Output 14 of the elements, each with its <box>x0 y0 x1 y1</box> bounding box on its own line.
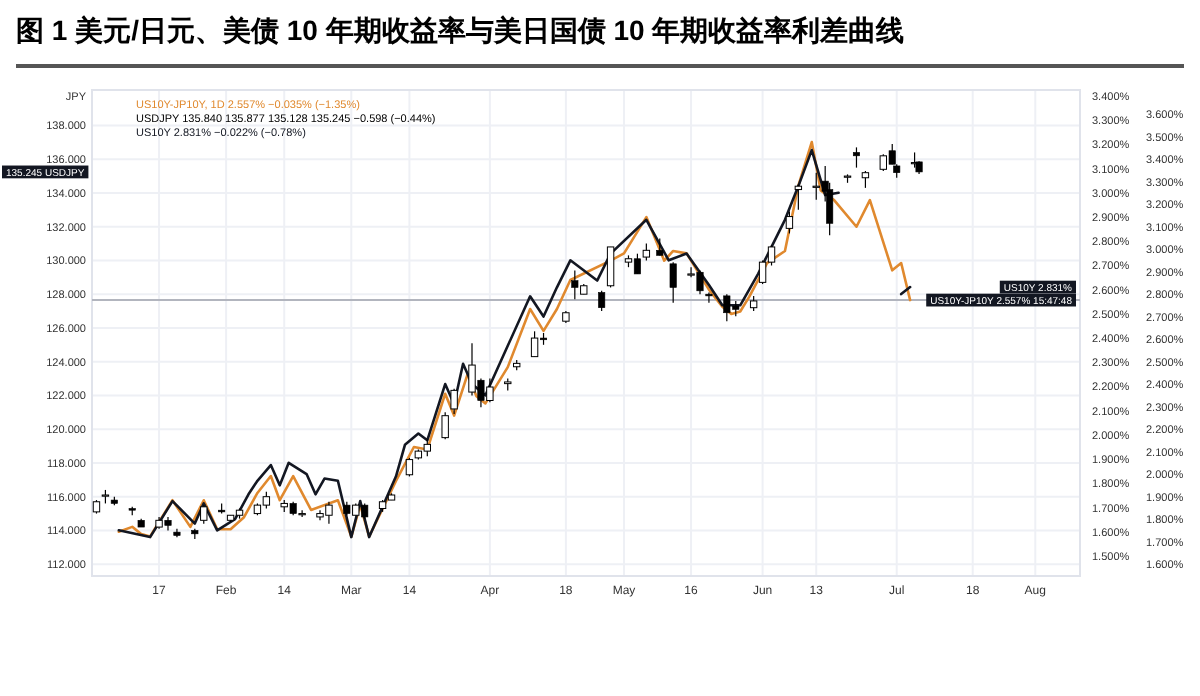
candlestick <box>633 253 641 275</box>
candlestick <box>405 457 414 478</box>
candlestick <box>785 210 794 235</box>
candlestick <box>598 290 606 312</box>
candlestick <box>606 246 615 289</box>
candlestick <box>530 330 539 358</box>
candlestick <box>450 388 458 415</box>
candlestick <box>669 261 677 304</box>
candlestick <box>794 183 803 211</box>
chart-title: 图 1 美元/日元、美债 10 年期收益率与美日国债 10 年期收益率利差曲线 <box>16 14 905 46</box>
candlestick <box>200 504 208 525</box>
candlestick <box>441 411 449 440</box>
candlestick <box>852 146 860 169</box>
candlestick <box>705 291 713 304</box>
